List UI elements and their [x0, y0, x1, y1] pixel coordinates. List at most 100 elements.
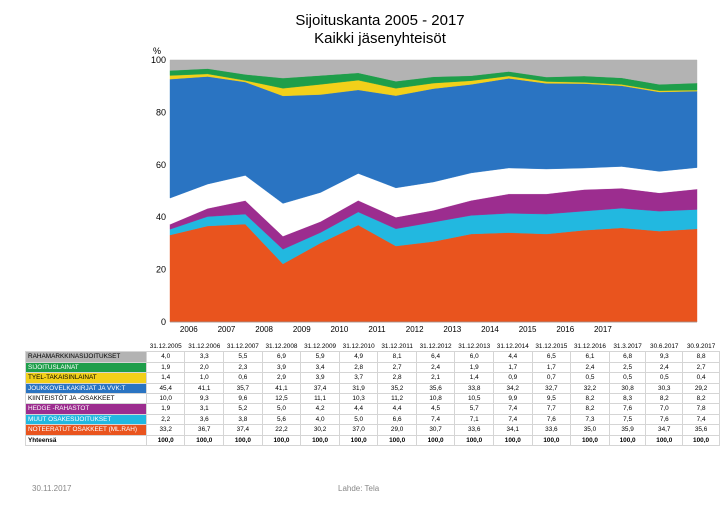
footer-source: Lahde: Tela	[338, 484, 380, 493]
table-cell: 5,0	[338, 413, 379, 426]
table-cell: 33,6	[531, 424, 572, 436]
table-cell: 10,8	[415, 393, 456, 405]
table-cell: 1,0	[184, 372, 225, 384]
table-cell: 7,8	[682, 403, 720, 415]
table-cell: 2,4	[415, 361, 456, 374]
table-cell: 4,0	[145, 351, 186, 363]
table-cell: 37,4	[223, 424, 263, 436]
table-cell: 41,1	[184, 382, 225, 395]
table-cell: 6,0	[454, 351, 494, 363]
table-cell: 5,7	[454, 403, 494, 415]
table-cell: 9,9	[492, 393, 533, 405]
x-tick-labels: 2006 2007 2008 2009 2010 2011 2012 2013 2014 2015…	[180, 325, 612, 334]
table-cell: 36,7	[184, 424, 225, 436]
table-header-date: 31.12.2012	[415, 340, 456, 353]
table-cell: 3,7	[338, 372, 379, 384]
table-cell: 4,4	[338, 403, 379, 415]
table-cell: 1,4	[454, 372, 494, 384]
table-header-date: 31.12.2009	[300, 340, 340, 353]
table-cell: 7,6	[531, 413, 572, 426]
y-tick-label: 80	[156, 107, 166, 117]
table-cell: 3,8	[223, 413, 263, 426]
table-cell: 9,3	[645, 351, 684, 363]
table-cell: 9,5	[531, 393, 572, 405]
table-cell: 2,9	[261, 372, 302, 384]
table-cell: 9,3	[184, 393, 225, 405]
table-cell: 7,4	[415, 413, 456, 426]
total-cell: 100,0	[338, 434, 379, 447]
table-cell: 3,6	[184, 413, 225, 426]
table-cell: 31,9	[338, 382, 379, 395]
table-cell: 29,0	[377, 424, 417, 436]
table-header-date: 31.12.2006	[184, 340, 225, 353]
y-tick-label: 0	[161, 317, 166, 327]
table-cell: 6,1	[570, 351, 610, 363]
table-cell: 8,2	[645, 393, 684, 405]
table-cell: 5,2	[223, 403, 263, 415]
table-cell: 4,4	[492, 351, 533, 363]
series-label: KIINTEISTÖT JA -OSAKKEET	[25, 393, 147, 405]
table-cell: 6,8	[608, 351, 647, 363]
area-rahamarkkinasijoitukset	[169, 59, 698, 85]
table-cell: 0,6	[223, 372, 263, 384]
table-cell: 33,6	[454, 424, 494, 436]
table-cell: 35,6	[682, 424, 720, 436]
table-cell: 3,3	[184, 351, 225, 363]
series-label: HEDGE -RAHASTOT	[25, 403, 147, 415]
table-cell: 2,3	[223, 361, 263, 374]
table-total-row: Yhteensä 100,0 100,0 100,0 100,0 100,0 100,0 10…	[25, 434, 720, 447]
table-cell: 7,7	[531, 403, 572, 415]
table-cell: 2,7	[682, 361, 720, 374]
table-cell: 41,1	[261, 382, 302, 395]
table-cell: 1,4	[145, 372, 186, 384]
table-row: MUUT OSAKESIJOITUKSET 2,2 3,6 3,8 5,6 4,0 5,0 6…	[25, 413, 720, 426]
footer-date: 30.11.2017	[32, 484, 72, 493]
table-cell: 11,1	[300, 393, 340, 405]
table-cell: 12,5	[261, 393, 302, 405]
table-cell: 0,5	[645, 372, 684, 384]
table-cell: 1,9	[145, 403, 186, 415]
table-cell: 4,0	[300, 413, 340, 426]
table-cell: 0,7	[531, 372, 572, 384]
x-tick-label: 2009	[293, 325, 311, 334]
y-tick-label: 60	[156, 160, 166, 170]
table-row: HEDGE -RAHASTOT 1,9 3,1 5,2 5,0 4,2 4,4 4,4 4,5 5…	[25, 403, 720, 415]
series-label: SIJOITUSLAINAT	[25, 361, 147, 374]
table-cell: 3,9	[261, 361, 302, 374]
x-tick-label: 2013	[443, 325, 461, 334]
table-cell: 8,2	[682, 393, 720, 405]
table-cell: 6,5	[531, 351, 572, 363]
table-cell: 2,8	[377, 372, 417, 384]
table-row: SIJOITUSLAINAT 1,9 2,0 2,3 3,9 3,4 2,8 2,7 2,4 1,…	[25, 361, 720, 374]
table-header-date: 31.12.2005	[145, 340, 186, 353]
table-header-date: 31.12.2010	[338, 340, 379, 353]
table-header-date: 31.12.2015	[531, 340, 572, 353]
x-tick-label: 2006	[180, 325, 198, 334]
table-cell: 33,2	[145, 424, 186, 436]
series-label: RAHAMARKKINASIJOITUKSET	[25, 351, 147, 363]
total-cell: 100,0	[570, 434, 610, 447]
x-tick-label: 2016	[556, 325, 574, 334]
data-table: 31.12.2005 31.12.2006 31.12.2007 31.12.2008…	[25, 340, 720, 447]
table-cell: 11,2	[377, 393, 417, 405]
y-tick-label: 40	[156, 212, 166, 222]
table-cell: 37,4	[300, 382, 340, 395]
table-header-blank	[25, 340, 147, 353]
table-cell: 35,9	[608, 424, 647, 436]
table-cell: 0,5	[570, 372, 610, 384]
table-cell: 7,4	[492, 413, 533, 426]
table-cell: 33,8	[454, 382, 494, 395]
table-header-date: 31.12.2007	[223, 340, 263, 353]
table-row: RAHAMARKKINASIJOITUKSET 4,0 3,3 5,5 6,9 5,9 4,…	[25, 351, 720, 363]
total-cell: 100,0	[145, 434, 186, 447]
x-tick-label: 2011	[368, 325, 386, 334]
table-cell: 8,1	[377, 351, 417, 363]
table-cell: 7,6	[645, 413, 684, 426]
table-cell: 35,2	[377, 382, 417, 395]
table-cell: 8,2	[570, 393, 610, 405]
table-cell: 2,0	[184, 361, 225, 374]
series-label: NOTEERATUT OSAKKEET (ML.RAH)	[25, 424, 147, 436]
total-cell: 100,0	[531, 434, 572, 447]
table-cell: 1,7	[492, 361, 533, 374]
table-header-date: 31.12.2008	[261, 340, 302, 353]
